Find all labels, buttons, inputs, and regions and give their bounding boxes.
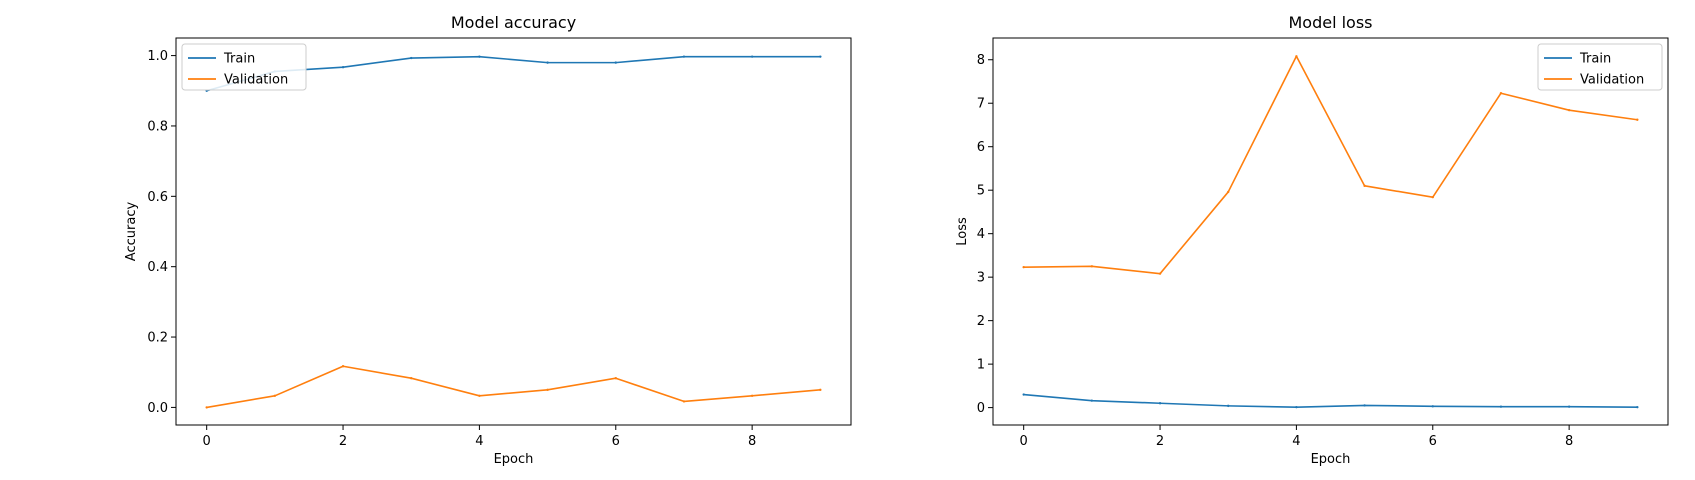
legend-label: Train [1579, 52, 1611, 67]
data-point-validation [341, 365, 345, 368]
y-tick-label: 3 [977, 271, 985, 286]
series-line-train [206, 55, 821, 92]
series-line-validation [1023, 55, 1638, 275]
data-point-validation [478, 394, 481, 397]
data-point-train [1567, 405, 1571, 408]
y-tick-label: 1.0 [147, 49, 168, 64]
chart-0: 0 2 4 6 8 0.0 0.2 0.4 0.6 0.8 1.0 Model accuracy Epo… [124, 13, 852, 467]
y-tick-label: 7 [977, 97, 985, 112]
data-point-train [546, 61, 549, 64]
data-point-validation [1090, 265, 1094, 268]
x-tick-label: 0 [203, 434, 211, 449]
x-tick-label: 6 [1429, 434, 1437, 449]
data-point-validation [1567, 108, 1571, 112]
data-point-train [682, 55, 686, 58]
data-point-validation [1363, 184, 1366, 188]
x-tick-label: 2 [1156, 434, 1164, 449]
data-point-train [1022, 393, 1025, 396]
data-point-train [1090, 399, 1094, 402]
x-tick-label: 2 [339, 434, 347, 449]
x-tick-label: 8 [748, 434, 756, 449]
chart-1: 0 2 4 6 8 0 1 2 3 4 5 6 7 8 Model loss Epoch Loss Train Va… [955, 13, 1669, 467]
y-tick-label: 0 [977, 401, 985, 416]
y-tick-label: 2 [977, 314, 985, 329]
data-point-train [819, 55, 822, 58]
x-tick-label: 8 [1565, 434, 1573, 449]
plot-frame [175, 37, 852, 426]
data-point-validation [273, 394, 277, 397]
data-point-validation [819, 388, 822, 392]
legend: Train Validation [181, 43, 307, 91]
data-point-train [478, 55, 481, 58]
data-point-train [1636, 405, 1639, 409]
y-tick-label: 5 [977, 184, 985, 199]
data-point-train [1499, 405, 1503, 408]
y-tick-label: 0.4 [147, 260, 168, 275]
y-tick-label: 4 [977, 227, 985, 242]
data-point-validation [1636, 118, 1639, 121]
data-point-validation [205, 406, 208, 409]
data-point-validation [1022, 265, 1025, 269]
legend: Train Validation [1537, 43, 1663, 91]
data-point-validation [1499, 92, 1503, 95]
x-tick-label: 0 [1020, 434, 1028, 449]
data-point-validation [614, 377, 617, 380]
x-axis-label: Epoch [494, 452, 534, 467]
data-point-train [1295, 405, 1298, 409]
data-point-validation [1431, 195, 1434, 199]
chart-title: Model loss [1288, 13, 1372, 32]
y-tick-label: 0.0 [147, 401, 168, 416]
y-tick-label: 1 [977, 358, 985, 373]
data-point-validation [750, 394, 754, 397]
x-tick-label: 6 [612, 434, 620, 449]
data-point-validation [1295, 55, 1298, 58]
data-point-train [1227, 404, 1230, 408]
y-tick-label: 0.8 [147, 119, 168, 134]
data-point-validation [1227, 190, 1230, 194]
y-tick-label: 8 [977, 53, 985, 68]
y-tick-label: 0.6 [147, 190, 168, 205]
y-axis-label: Loss [955, 217, 970, 246]
y-tick-label: 0.2 [147, 331, 168, 346]
y-tick-label: 6 [977, 140, 985, 155]
plot-frame [992, 37, 1669, 426]
x-tick-label: 4 [475, 434, 483, 449]
data-point-train [750, 55, 754, 58]
data-point-train [1158, 402, 1162, 405]
data-point-validation [546, 388, 549, 392]
legend-label: Validation [224, 73, 288, 88]
data-point-train [1363, 404, 1366, 407]
chart-title: Model accuracy [451, 13, 576, 32]
series-line-train [1023, 393, 1638, 408]
y-axis-label: Accuracy [124, 202, 139, 262]
legend-label: Validation [1580, 73, 1644, 88]
data-point-validation [1158, 272, 1162, 275]
data-point-validation [410, 377, 413, 380]
x-axis-label: Epoch [1311, 452, 1351, 467]
data-point-validation [682, 400, 686, 403]
data-point-train [410, 56, 413, 60]
series-line-validation [206, 365, 821, 409]
data-point-train [614, 61, 617, 64]
legend-label: Train [223, 52, 255, 67]
data-point-train [1431, 405, 1434, 408]
data-point-train [341, 66, 345, 69]
x-tick-label: 4 [1292, 434, 1300, 449]
